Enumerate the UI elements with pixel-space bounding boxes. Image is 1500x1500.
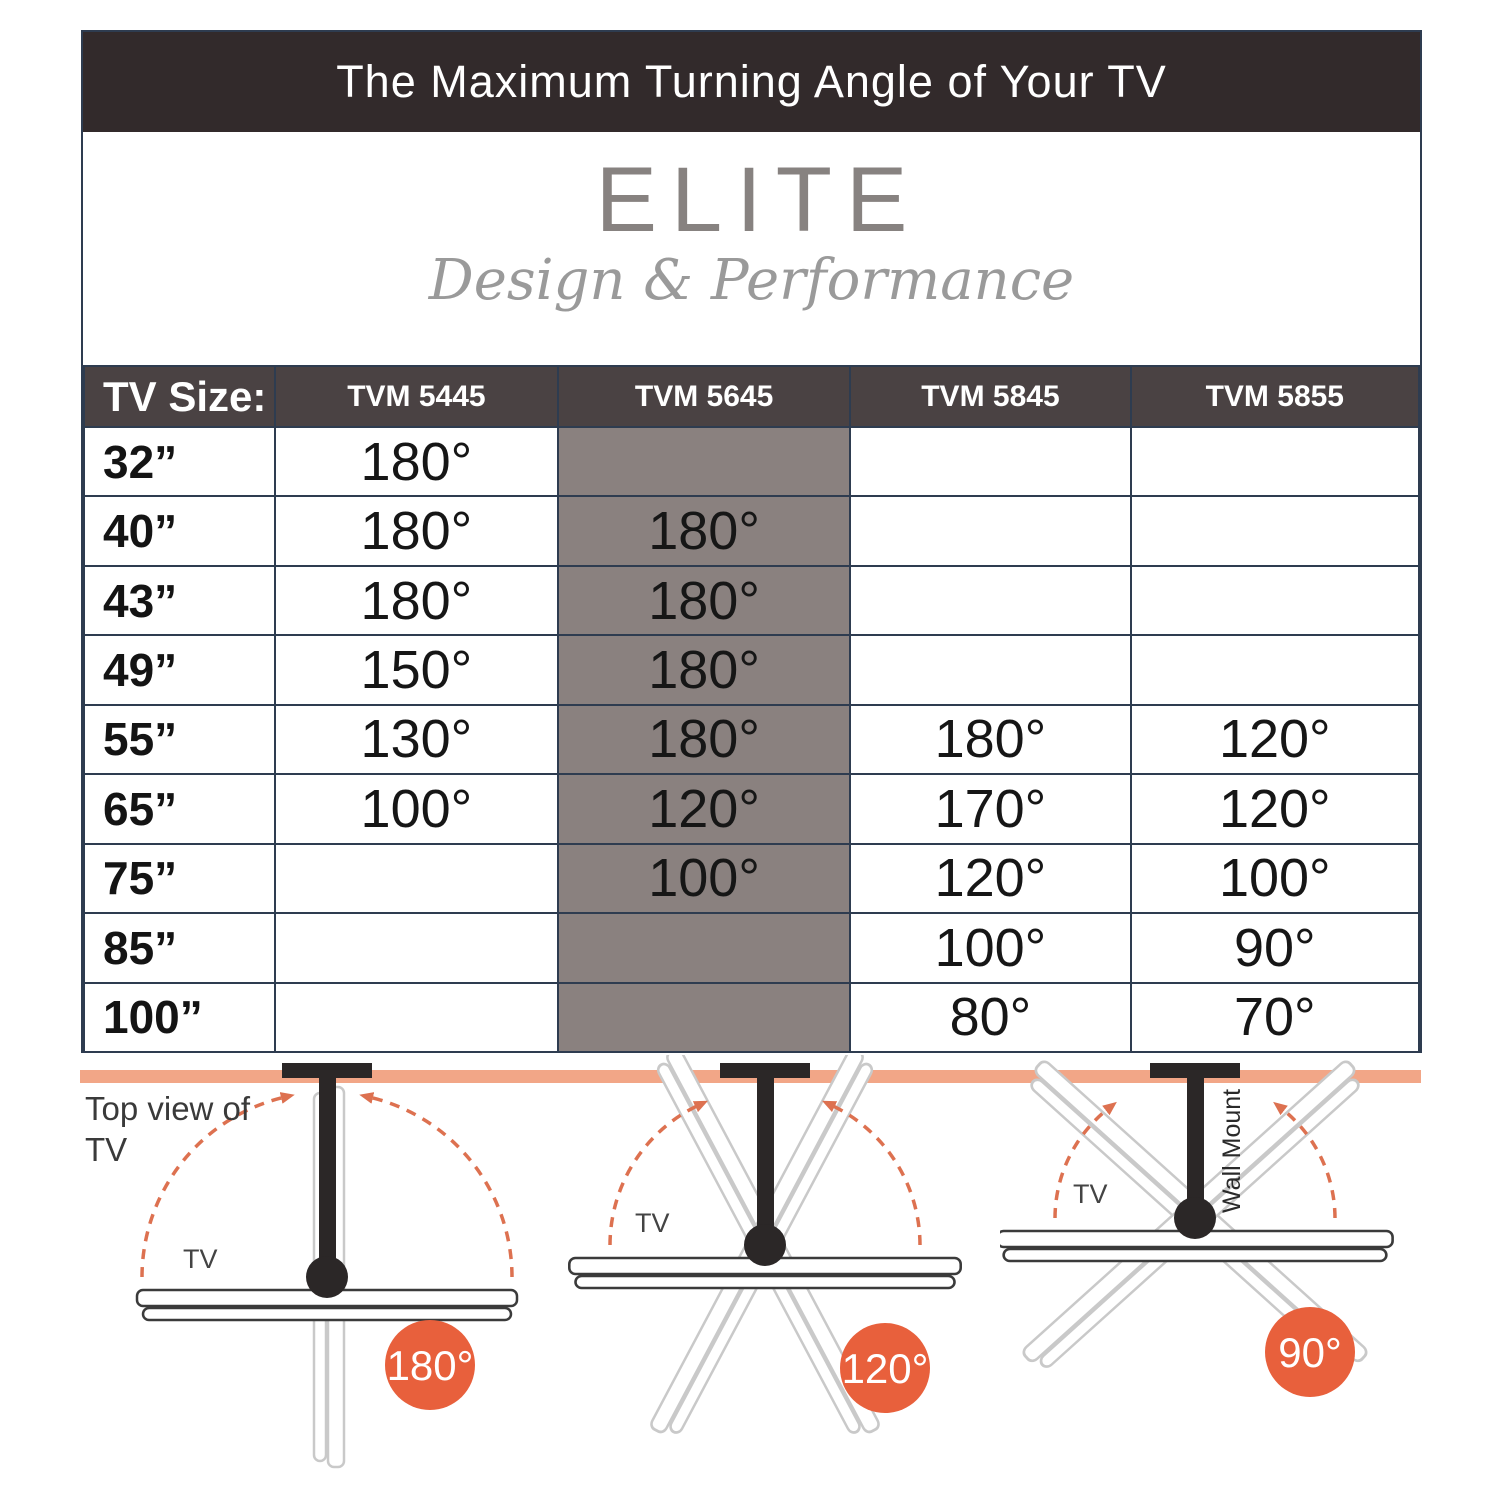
- angle-badge-value: 180°: [387, 1342, 474, 1389]
- rotation-arc-left: [608, 1100, 709, 1246]
- angle-cell: [273, 842, 559, 915]
- angle-cell: [849, 495, 1132, 567]
- table-row: 49” 150° 180°: [83, 634, 1421, 706]
- angle-cell: [849, 425, 1132, 498]
- angle-cell: 100°: [1129, 842, 1421, 915]
- angle-cell: [1129, 634, 1421, 706]
- angle-cell: 180°: [556, 564, 852, 637]
- column-header-size: TV Size:: [83, 365, 276, 428]
- angle-cell: [849, 564, 1132, 637]
- angle-cell: 120°: [849, 842, 1132, 915]
- angle-cell: 180°: [273, 564, 559, 637]
- top-view-label: Top view of TV: [85, 1090, 251, 1169]
- angle-cell: [849, 634, 1132, 706]
- pivot-icon: [306, 1256, 348, 1298]
- column-header-tvm5445: TVM 5445: [273, 365, 559, 428]
- table-row: 32” 180°: [83, 425, 1421, 498]
- angle-cell: 180°: [273, 425, 559, 498]
- table-header-row: TV Size: TVM 5445 TVM 5645 TVM 5845 TVM …: [83, 365, 1421, 428]
- size-cell: 55”: [83, 703, 276, 776]
- angle-cell: 120°: [556, 773, 852, 845]
- table-row: 40” 180° 180°: [83, 495, 1421, 567]
- table-row: 85” 100° 90°: [83, 912, 1421, 984]
- size-cell: 43”: [83, 564, 276, 637]
- angle-badge: [1265, 1307, 1355, 1397]
- tv-label: TV: [1073, 1179, 1108, 1209]
- angle-cell: 120°: [1129, 703, 1421, 776]
- angle-cell: [556, 425, 852, 498]
- mount-arm-icon: [319, 1063, 336, 1277]
- table-row: 43” 180° 180°: [83, 564, 1421, 637]
- angle-cell: 80°: [849, 981, 1132, 1053]
- angle-cell: 130°: [273, 703, 559, 776]
- angle-cell: [556, 981, 852, 1053]
- diagram-120: TV 120°: [568, 1055, 962, 1443]
- angle-cell: [556, 912, 852, 984]
- angle-cell: 180°: [556, 495, 852, 567]
- rotation-arc-right: [359, 1092, 514, 1278]
- pivot-icon: [744, 1224, 786, 1266]
- angle-cell: 170°: [849, 773, 1132, 845]
- angle-cell: 180°: [556, 703, 852, 776]
- angle-cell: [1129, 495, 1421, 567]
- angle-cell: [1129, 564, 1421, 637]
- size-cell: 40”: [83, 495, 276, 567]
- column-header-tvm5855: TVM 5855: [1129, 365, 1421, 428]
- rotation-arc-right: [1273, 1101, 1337, 1219]
- title-banner: The Maximum Turning Angle of Your TV: [83, 32, 1420, 132]
- diagram-180: TV 180°: [135, 1063, 519, 1469]
- size-cell: 100”: [83, 981, 276, 1053]
- size-cell: 65”: [83, 773, 276, 845]
- mount-arm-icon: [1187, 1063, 1204, 1218]
- diagram-90: Wall Mount TV 90°: [1000, 1057, 1394, 1397]
- angle-cell: 100°: [849, 912, 1132, 984]
- table-row: 75” 100° 120° 100°: [83, 842, 1421, 915]
- table-row: 55” 130° 180° 180° 120°: [83, 703, 1421, 776]
- angle-cell: 120°: [1129, 773, 1421, 845]
- angle-cell: 90°: [1129, 912, 1421, 984]
- angle-cell: 150°: [273, 634, 559, 706]
- column-header-tvm5845: TVM 5845: [849, 365, 1132, 428]
- brand-name: ELITE: [595, 149, 922, 251]
- pivot-icon: [1174, 1197, 1216, 1239]
- tv-label: TV: [635, 1208, 670, 1238]
- main-panel: The Maximum Turning Angle of Your TV ELI…: [81, 30, 1422, 1053]
- rotation-arc-left: [1053, 1101, 1117, 1219]
- angle-badge-value: 120°: [842, 1345, 929, 1392]
- rotation-arc-right: [821, 1100, 922, 1246]
- angle-badge: [385, 1320, 475, 1410]
- angle-badge-value: 90°: [1278, 1329, 1342, 1376]
- size-cell: 85”: [83, 912, 276, 984]
- angle-badge: [840, 1323, 930, 1413]
- size-cell: 75”: [83, 842, 276, 915]
- wall-mount-label: Wall Mount: [1218, 1089, 1246, 1213]
- tv-label: TV: [183, 1244, 218, 1274]
- angle-cell: 180°: [556, 634, 852, 706]
- angle-cell: [273, 981, 559, 1053]
- mount-arm-icon: [757, 1063, 774, 1245]
- angle-cell: [1129, 425, 1421, 498]
- size-cell: 32”: [83, 425, 276, 498]
- angle-cell: 100°: [273, 773, 559, 845]
- brand-block: ELITE Design & Performance: [83, 132, 1420, 365]
- angle-cell: [273, 912, 559, 984]
- angle-cell: 100°: [556, 842, 852, 915]
- table-row: 100” 80° 70°: [83, 981, 1421, 1053]
- angle-cell: 70°: [1129, 981, 1421, 1053]
- size-cell: 49”: [83, 634, 276, 706]
- angle-cell: 180°: [849, 703, 1132, 776]
- brand-tagline: Design & Performance: [428, 248, 1075, 313]
- angle-cell: 180°: [273, 495, 559, 567]
- angle-table: TV Size: TVM 5445 TVM 5645 TVM 5845 TVM …: [83, 365, 1421, 1053]
- page-title: The Maximum Turning Angle of Your TV: [336, 56, 1167, 107]
- column-header-tvm5645: TVM 5645: [556, 365, 852, 428]
- table-row: 65” 100° 120° 170° 120°: [83, 773, 1421, 845]
